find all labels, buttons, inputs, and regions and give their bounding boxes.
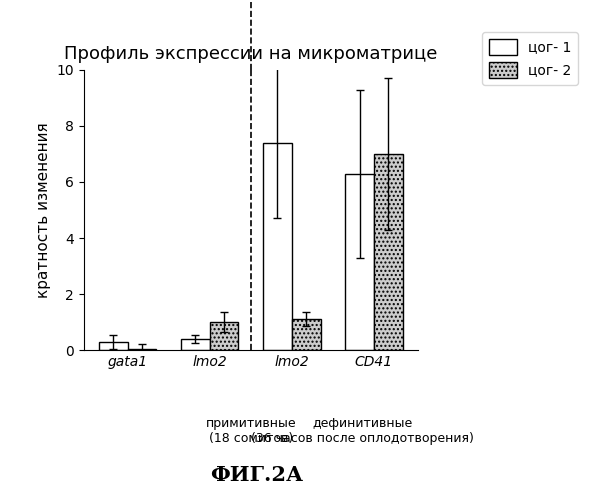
Bar <box>181 339 210 350</box>
Bar <box>292 319 321 350</box>
Bar <box>345 174 374 350</box>
Text: дефинитивные
(36 часов после оплодотворения): дефинитивные (36 часов после оплодотворе… <box>251 416 473 444</box>
Bar <box>210 322 238 350</box>
Legend: цог- 1, цог- 2: цог- 1, цог- 2 <box>482 32 578 85</box>
Bar <box>263 143 292 350</box>
Bar <box>374 154 403 350</box>
Bar <box>99 342 128 350</box>
Text: ФИГ.2А: ФИГ.2А <box>210 465 303 485</box>
Bar <box>128 348 156 350</box>
Title: Профиль экспрессии на микроматрице: Профиль экспрессии на микроматрице <box>64 45 438 63</box>
Y-axis label: кратность изменения: кратность изменения <box>36 122 51 298</box>
Text: примитивные
(18 сомитов): примитивные (18 сомитов) <box>205 416 296 444</box>
